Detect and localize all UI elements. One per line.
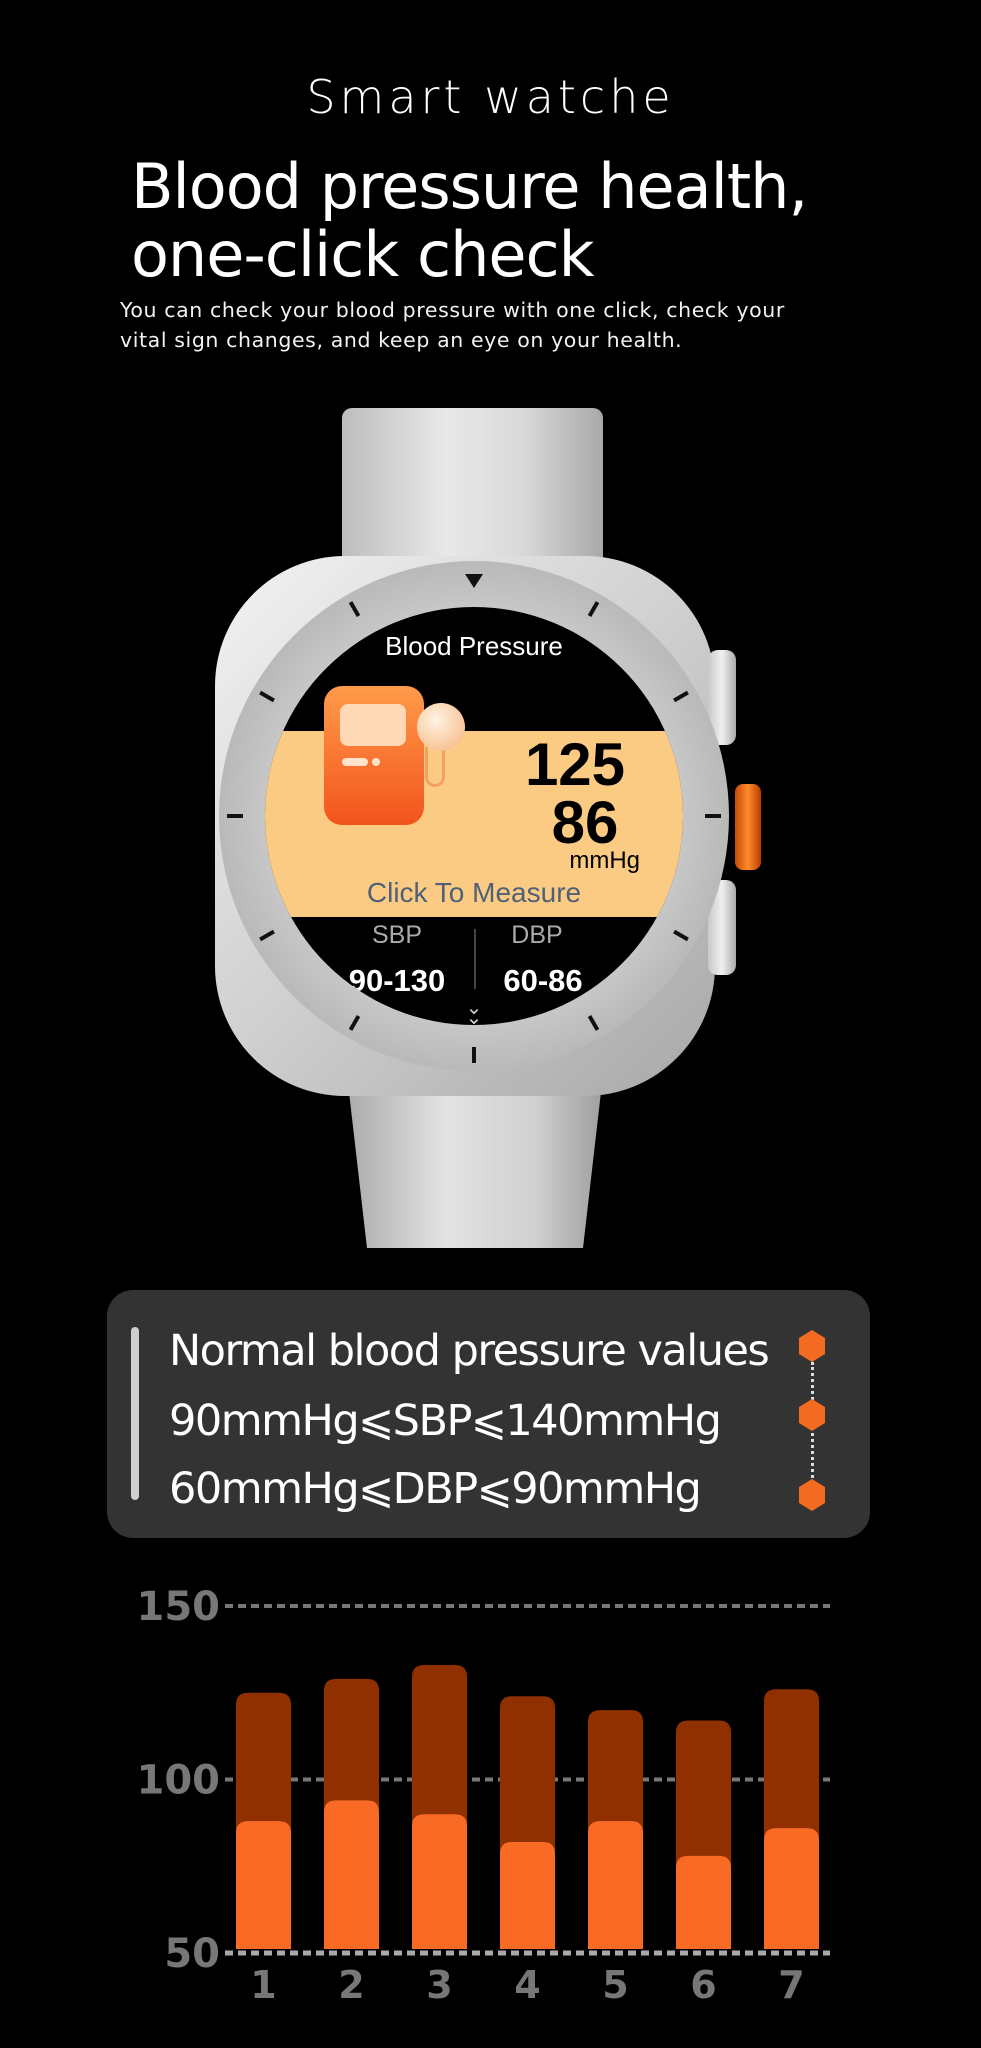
sbp-rule: 90mmHg⩽SBP⩽140mmHg: [169, 1396, 722, 1446]
blood-pressure-monitor-icon: [324, 686, 424, 825]
systolic-value: 125: [524, 731, 626, 798]
dbp-label: DBP: [511, 921, 563, 949]
hexagon-bullet-icon: [799, 1479, 825, 1511]
smartwatch-image: Blood Pressure 125 86 mmHg Click To Meas…: [215, 408, 761, 1248]
click-to-measure-button[interactable]: Click To Measure: [366, 877, 582, 908]
diastolic-value: 86: [551, 789, 619, 856]
blood-pressure-bar-chart: 50 100 150 1 2 3 4 5 6 7: [137, 1584, 830, 2007]
bar-diastolic: [236, 1821, 291, 1949]
x-tick-label: 4: [514, 1963, 540, 2007]
accent-bar: [131, 1327, 139, 1500]
unit-label: mmHg: [569, 847, 640, 874]
divider: [474, 929, 476, 989]
x-tick-label: 6: [690, 1963, 716, 2007]
chevron-down-icon[interactable]: ⌄ ⌄: [465, 997, 483, 1025]
y-tick-label: 100: [137, 1758, 221, 1804]
x-tick-label: 5: [602, 1963, 628, 2007]
cuff-tube-icon: [425, 747, 445, 787]
hexagon-bullet-icon: [799, 1330, 825, 1362]
sbp-range: 90-130: [348, 963, 446, 998]
bar-diastolic: [412, 1814, 467, 1949]
x-tick-label: 7: [778, 1963, 804, 2007]
headline-line-1: Blood pressure health,: [131, 150, 808, 223]
description-line-2: vital sign changes, and keep an eye on y…: [120, 328, 683, 352]
bezel-tick: [472, 1047, 476, 1063]
watch-screen: Blood Pressure 125 86 mmHg Click To Meas…: [265, 607, 683, 1025]
bar-diastolic: [588, 1821, 643, 1949]
normal-values-card: Normal blood pressure values 90mmHg⩽SBP⩽…: [107, 1290, 870, 1538]
headline-line-2: one-click check: [131, 218, 595, 291]
info-title: Normal blood pressure values: [169, 1326, 770, 1376]
dbp-range: 60-86: [503, 963, 583, 998]
bar-diastolic: [500, 1841, 555, 1949]
hexagon-bullet-icon: [799, 1399, 825, 1431]
x-tick-label: 2: [338, 1963, 364, 2007]
bezel-tick: [227, 814, 243, 818]
bezel-tick: [705, 814, 721, 818]
sbp-label: SBP: [371, 921, 423, 949]
y-tick-label: 50: [164, 1931, 220, 1977]
bar-diastolic: [764, 1828, 819, 1949]
screen-title: Blood Pressure: [385, 631, 563, 661]
bar-diastolic: [324, 1800, 379, 1949]
dotted-connector: [811, 1362, 814, 1502]
bezel-triangle-marker: [465, 574, 483, 588]
pump-bulb-icon: [417, 703, 465, 751]
x-tick-label: 1: [250, 1963, 276, 2007]
watch-crown: [735, 784, 761, 870]
description-line-1: You can check your blood pressure with o…: [120, 298, 785, 322]
x-tick-label: 3: [426, 1963, 452, 2007]
dbp-rule: 60mmHg⩽DBP⩽90mmHg: [169, 1464, 702, 1514]
y-tick-label: 150: [137, 1584, 221, 1630]
page-title: Smart watche: [306, 70, 675, 124]
bar-diastolic: [676, 1855, 731, 1949]
